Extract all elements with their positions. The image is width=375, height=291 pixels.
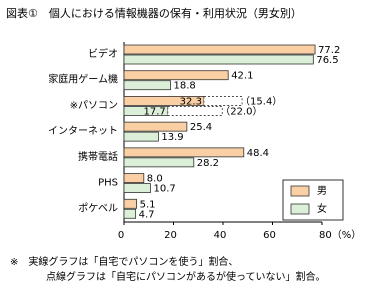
bar: [123, 198, 138, 209]
value-label: （22.0）: [220, 105, 262, 117]
value-label: 18.8: [174, 81, 196, 92]
x-tick-label: 40: [214, 230, 227, 241]
category-label: ビデオ: [88, 47, 118, 60]
bar: [123, 44, 316, 55]
note: 点線グラフは「自宅にパソコンがあるが使っていない」割合。: [46, 270, 326, 283]
dashed-bar: [167, 106, 223, 116]
value-label: 42.1: [231, 71, 253, 82]
bar: [123, 70, 229, 81]
x-tick-label: 80（%）: [319, 229, 361, 241]
bar: [123, 131, 159, 142]
bar: [123, 208, 137, 219]
legend-label: 男: [317, 185, 327, 197]
category-label: 家庭用ゲーム機: [48, 73, 118, 86]
value-label: 28.2: [197, 158, 219, 169]
category-label: 携帯電話: [78, 150, 118, 163]
x-tick-label: 0: [118, 230, 124, 241]
bar: [123, 173, 145, 183]
value-label: 10.7: [153, 184, 175, 195]
value-label: 48.4: [247, 148, 269, 159]
value-label: 17.7: [144, 106, 166, 117]
category-label: ポケベル: [78, 202, 118, 214]
dashed-bar: [203, 96, 243, 106]
x-tick-label: 20: [164, 230, 177, 241]
bar: [123, 54, 314, 65]
bar: [123, 147, 245, 158]
chart-title: 図表① 個人における情報機器の保有・利用状況（男女別）: [6, 6, 302, 20]
note: ※ 実線グラフは「自宅でパソコンを使う」割合、: [10, 255, 238, 268]
bar: [123, 80, 171, 91]
category-label: インターネット: [48, 125, 118, 137]
bar: [123, 121, 188, 132]
category-label: ※パソコン: [70, 99, 118, 111]
value-label: 8.0: [147, 174, 163, 185]
value-label: 4.7: [139, 209, 155, 220]
category-label: PHS: [98, 178, 118, 189]
bar: [123, 157, 195, 168]
value-label: 77.2: [318, 45, 340, 56]
value-label: （15.4）: [240, 95, 282, 107]
value-label: 76.5: [316, 55, 338, 66]
value-label: 5.1: [140, 199, 156, 210]
legend-label: 女: [317, 202, 327, 215]
legend-swatch: [290, 203, 310, 215]
legend-swatch: [290, 185, 310, 197]
value-label: 32.3: [180, 96, 202, 107]
value-label: 13.9: [161, 132, 183, 143]
value-label: 25.4: [190, 122, 212, 133]
bar: [123, 183, 151, 193]
x-tick-label: 60: [263, 230, 276, 241]
